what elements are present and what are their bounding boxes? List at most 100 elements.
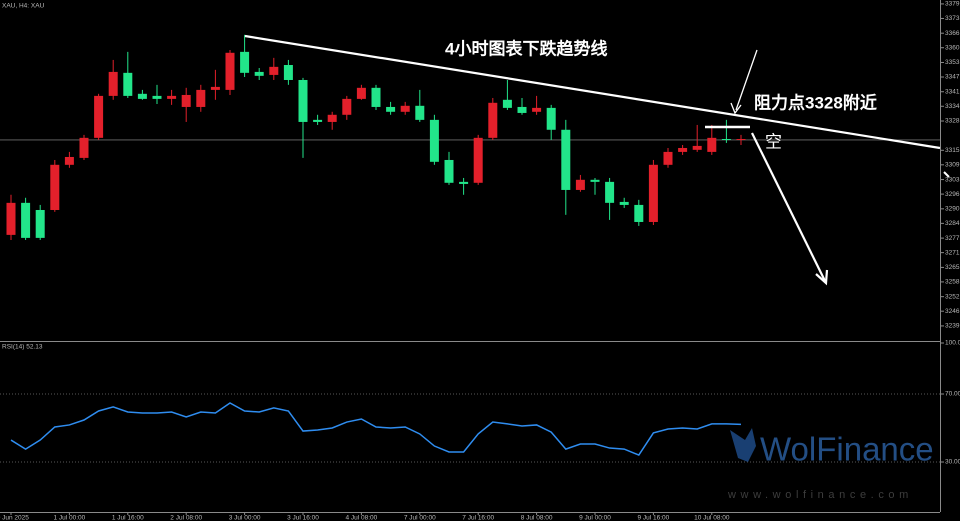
candle-body	[634, 204, 644, 222]
candle-body	[619, 201, 629, 205]
candle-body	[502, 99, 512, 108]
y-tick-label: 3284.1	[945, 220, 960, 227]
candle-body	[283, 65, 293, 80]
y-tick-label: 3353.9	[945, 59, 960, 66]
candle-body	[167, 95, 177, 99]
rsi-title: RSI(14) 52.13	[2, 344, 43, 351]
watermark-logo	[730, 428, 756, 462]
candle-body	[240, 51, 250, 73]
y-tick-label: 3309.5	[945, 162, 960, 169]
x-tick-label: 2 Jul 08:00	[170, 515, 202, 521]
candle-body	[371, 87, 381, 107]
down-arrow	[751, 132, 826, 282]
y-tick-label: 100.00	[945, 340, 960, 347]
watermark-brand: WolFinance	[760, 431, 934, 468]
y-tick-label: 70.00	[945, 391, 960, 398]
trend-line	[244, 34, 941, 150]
candle-body	[415, 105, 425, 120]
candle-body	[50, 164, 60, 210]
x-tick-label: 3 Jul 00:00	[229, 515, 261, 521]
candle-body	[298, 79, 308, 122]
x-tick-label: 9 Jul 16:00	[637, 515, 669, 521]
watermark-url: www.wolfinance.com	[727, 489, 913, 501]
candle-body	[327, 114, 337, 122]
watermark: WolFinance www.wolfinance.com	[727, 428, 934, 501]
edge-mark	[943, 171, 950, 178]
candle-body	[473, 137, 483, 183]
y-tick-label: 3265.0	[945, 264, 960, 271]
candle-body	[356, 87, 366, 99]
y-tick-label: 3246.0	[945, 308, 960, 315]
candle-body	[269, 66, 279, 75]
candle-body	[386, 106, 396, 112]
candle-body	[108, 71, 118, 96]
y-tick-label: 30.00	[945, 459, 960, 466]
candle-body	[35, 209, 45, 238]
y-tick-label: 3252.3	[945, 293, 960, 300]
x-tick-label: 10 Jul 08:00	[694, 515, 730, 521]
candle-body	[546, 107, 556, 130]
candle-body	[517, 106, 527, 113]
y-tick-label: 3347.6	[945, 74, 960, 81]
y-tick-label: 3315.8	[945, 147, 960, 154]
y-tick-label: 3373.0	[945, 15, 960, 22]
x-tick-label: 3 Jul 16:00	[287, 515, 319, 521]
down-arrow-head	[815, 269, 829, 286]
candle-body	[196, 89, 206, 107]
candle-body	[678, 147, 688, 152]
y-tick-label: 3258.7	[945, 279, 960, 286]
candle-body	[94, 95, 104, 138]
x-tick-label: 9 Jul 00:00	[579, 515, 611, 521]
candle-body	[444, 159, 454, 183]
candle-body	[313, 119, 323, 122]
candle-body	[152, 95, 162, 99]
candle-body	[459, 181, 469, 184]
x-tick-label: 7 Jul 16:00	[462, 515, 494, 521]
y-tick-label: 3239.6	[945, 323, 960, 330]
short-annotation: 空	[765, 132, 782, 151]
trend-annotation: 4小时图表下跌趋势线	[445, 38, 607, 58]
y-tick-label: 3328.5	[945, 118, 960, 125]
y-tick-label: 3296.8	[945, 191, 960, 198]
resistance-annotation: 阻力点3328附近	[754, 92, 877, 112]
rsi-line	[10, 402, 742, 456]
candle-body	[429, 119, 439, 162]
x-tick-label: 1 Jul 16:00	[112, 515, 144, 521]
x-tick-label: 4 Jul 08:00	[345, 515, 377, 521]
candle-body	[64, 156, 74, 165]
chart-title: XAU, H4: XAU	[2, 3, 45, 10]
y-tick-label: 3360.3	[945, 44, 960, 51]
candle-body	[561, 129, 571, 190]
y-tick-label: 3271.4	[945, 249, 960, 256]
candle-body	[137, 93, 147, 99]
candle-body	[648, 164, 658, 222]
y-tick-label: 3277.7	[945, 235, 960, 242]
candle-body	[692, 145, 702, 150]
candle-body	[210, 86, 220, 90]
candle-body	[181, 94, 191, 107]
x-tick-label: 30 Jun 2025	[0, 515, 29, 521]
x-tick-label: 7 Jul 00:00	[404, 515, 436, 521]
candle-body	[532, 107, 542, 112]
candle-body	[721, 138, 731, 140]
pointer-arrow-head	[730, 102, 742, 115]
candle-body	[488, 102, 498, 138]
candle-body	[575, 179, 585, 190]
x-tick-label: 1 Jul 00:00	[53, 515, 85, 521]
candle-body	[225, 52, 235, 90]
pointer-arrow	[735, 49, 758, 111]
y-tick-label: 3341.2	[945, 88, 960, 95]
candle-body	[21, 202, 31, 238]
x-tick-label: 8 Jul 08:00	[521, 515, 553, 521]
candle-body	[590, 179, 600, 182]
candle-body	[342, 98, 352, 115]
y-tick-label: 3290.4	[945, 206, 960, 213]
y-tick-label: 3303.1	[945, 176, 960, 183]
candle-body	[663, 151, 673, 165]
candle-body	[6, 202, 16, 235]
candle-body	[254, 71, 264, 76]
